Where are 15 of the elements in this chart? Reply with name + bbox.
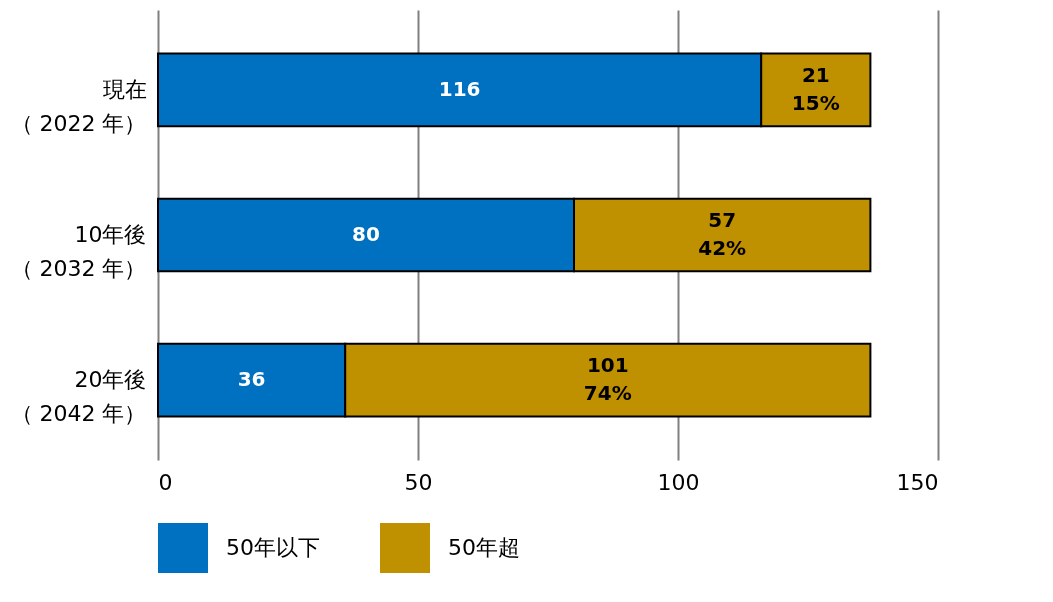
x-tick-label: 0 (158, 469, 173, 495)
data-label: 116 (438, 76, 481, 101)
y-tick-label: 現在（ 2022 年） (10, 76, 147, 136)
data-label: 80 (352, 222, 380, 246)
x-tick-label: 150 (896, 469, 939, 495)
data-label: 36 (237, 367, 266, 392)
x-tick-label: 100 (657, 469, 700, 495)
x-tick-label: 50 (404, 469, 433, 495)
legend-label: 50年超 (448, 535, 520, 560)
y-tick-label: 20年後（ 2042 年） (10, 367, 147, 427)
data-label: 101 74% (583, 353, 632, 406)
y-tick-label: 10年後（ 2032 年） (10, 222, 147, 281)
data-label: 57 42% (698, 208, 747, 260)
legend-label: 50年以下 (226, 535, 320, 560)
data-label: 21 15% (791, 62, 840, 115)
